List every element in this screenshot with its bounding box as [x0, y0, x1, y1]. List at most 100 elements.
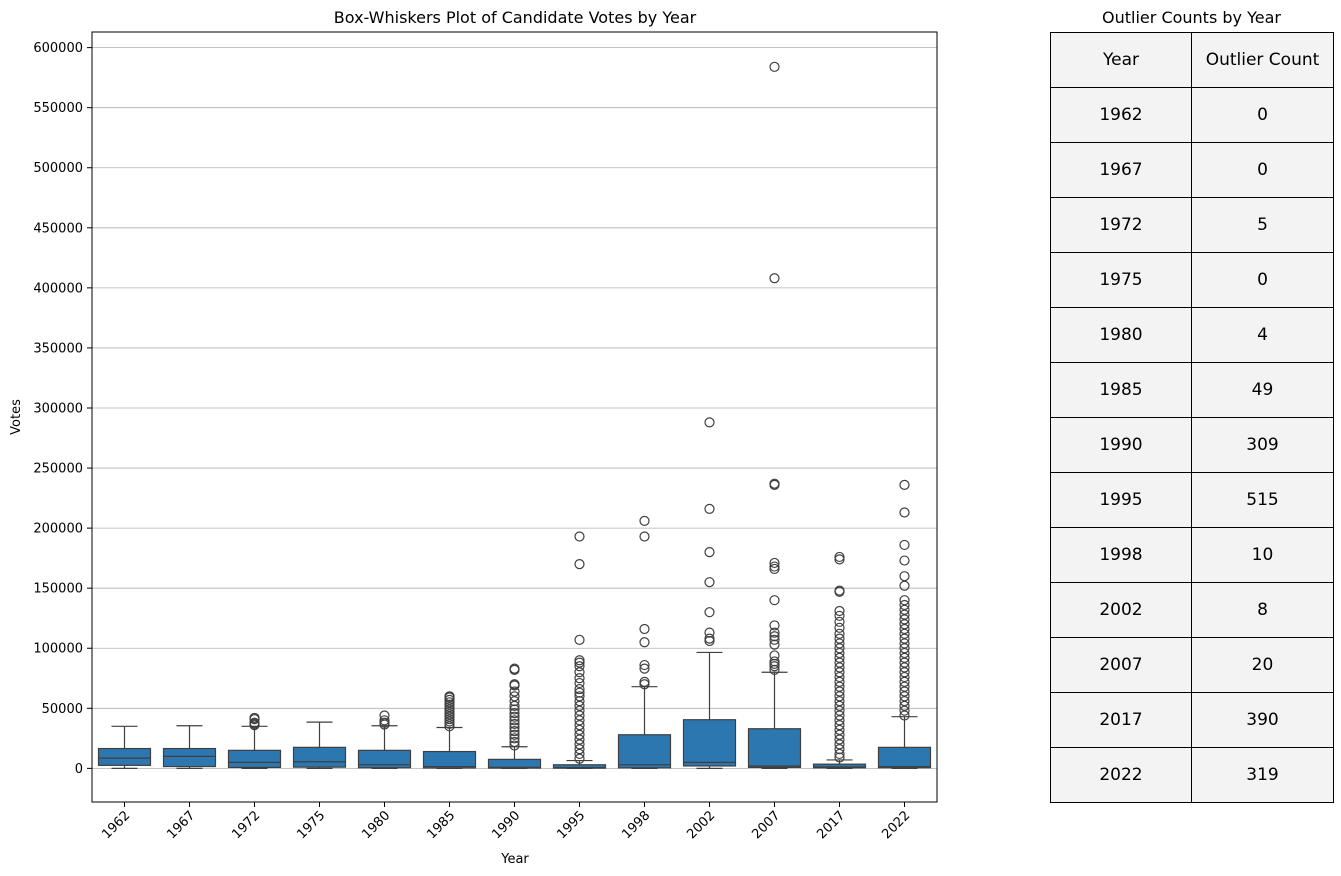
y-tick-label: 0 — [75, 762, 83, 777]
outlier-point — [899, 695, 910, 707]
outlier-point — [769, 631, 780, 642]
outlier-point — [899, 628, 910, 639]
box-2022 — [877, 479, 932, 769]
outlier-point — [834, 734, 845, 745]
outlier-point — [704, 577, 715, 588]
outlier-point — [444, 709, 455, 720]
outlier-count-cell: 20 — [1191, 637, 1334, 693]
outlier-point — [769, 61, 780, 72]
box-2002 — [682, 417, 737, 769]
box-body — [162, 747, 217, 768]
year-cell: 1998 — [1050, 527, 1192, 583]
outlier-point — [509, 722, 520, 733]
outlier-point — [509, 691, 520, 702]
chart-title: Box-Whiskers Plot of Candidate Votes by … — [334, 8, 697, 27]
y-tick-label: 550000 — [33, 101, 83, 116]
table-row: 1995 515 — [1050, 472, 1334, 528]
outlier-point — [834, 647, 845, 659]
outlier-point — [769, 656, 780, 667]
table-row: 1962 0 — [1050, 87, 1334, 143]
outlier-point — [704, 607, 715, 618]
table-row: 1967 0 — [1050, 142, 1334, 198]
table-row: 1972 5 — [1050, 197, 1334, 253]
outlier-point — [769, 595, 780, 606]
outlier-point — [639, 659, 650, 671]
outlier-point — [834, 667, 845, 678]
y-tick-label: 450000 — [33, 221, 83, 236]
outlier-point — [834, 605, 845, 617]
outlier-point — [379, 715, 390, 726]
table-row: 2007 20 — [1050, 637, 1334, 693]
year-cell: 2017 — [1050, 692, 1192, 748]
outlier-point — [834, 622, 845, 633]
outlier-point — [769, 273, 780, 284]
outlier-point — [899, 647, 910, 659]
year-cell: 1985 — [1050, 362, 1192, 418]
y-tick-label: 200000 — [33, 522, 83, 537]
outlier-point — [834, 628, 845, 639]
outlier-count-cell: 0 — [1191, 142, 1334, 198]
outlier-point — [444, 718, 455, 730]
outlier-point — [834, 691, 845, 702]
x-tick-label: 1975 — [294, 808, 328, 842]
outlier-point — [899, 599, 910, 611]
outlier-point — [834, 686, 845, 697]
table-row: 1990 309 — [1050, 417, 1334, 473]
outlier-point — [574, 748, 585, 760]
outlier-point — [899, 619, 910, 630]
box-1972 — [227, 712, 282, 769]
outlier-point — [704, 503, 715, 514]
outlier-point — [899, 686, 910, 697]
outlier-point — [574, 687, 585, 698]
x-tick-label: 1998 — [619, 808, 653, 842]
box-1975 — [292, 721, 347, 769]
outlier-point — [379, 710, 390, 721]
outlier-count-cell: 515 — [1191, 472, 1334, 528]
box-1967 — [162, 725, 217, 769]
boxes-layer — [97, 61, 932, 769]
outlier-point — [834, 715, 845, 726]
outlier-point — [574, 700, 585, 712]
table-title: Outlier Counts by Year — [1102, 8, 1281, 27]
outlier-point — [834, 662, 845, 673]
outlier-point — [899, 609, 910, 620]
outlier-point — [639, 679, 650, 690]
outlier-point — [639, 663, 650, 674]
outlier-point — [834, 705, 845, 716]
outlier-point — [834, 739, 845, 750]
outlier-point — [509, 711, 520, 722]
outlier-point — [769, 627, 780, 638]
outlier-count-cell: 0 — [1191, 252, 1334, 308]
outlier-table: Year Outlier Count 1962 0 1967 0 1972 5 1975 0 1… — [1050, 32, 1334, 803]
outlier-point — [899, 623, 910, 635]
outlier-point — [899, 662, 910, 673]
outlier-point — [704, 633, 715, 644]
outlier-point — [574, 673, 585, 684]
outlier-point — [899, 479, 910, 490]
outlier-point — [899, 657, 910, 668]
outlier-point — [574, 657, 585, 668]
y-tick-label: 500000 — [33, 161, 83, 176]
outlier-point — [509, 715, 520, 726]
outlier-point — [834, 633, 845, 644]
x-tick-label: 1962 — [99, 808, 133, 842]
box-1985 — [422, 691, 477, 769]
outlier-point — [444, 714, 455, 725]
outlier-count-cell: 319 — [1191, 747, 1334, 803]
outlier-point — [574, 667, 585, 678]
outlier-point — [444, 706, 455, 718]
outlier-point — [899, 638, 910, 649]
outlier-point — [704, 547, 715, 558]
x-tick-label: 2022 — [879, 808, 913, 842]
x-tick-label: 1995 — [554, 808, 588, 842]
box-body — [682, 719, 737, 767]
outlier-point — [899, 595, 910, 606]
outlier-point — [574, 634, 585, 645]
x-tick-label: 1985 — [424, 808, 458, 842]
outlier-point — [249, 712, 260, 724]
y-tick-label: 150000 — [33, 582, 83, 597]
outlier-point — [834, 748, 845, 760]
outlier-point — [769, 661, 780, 672]
outlier-point — [899, 571, 910, 582]
outlier-point — [769, 650, 780, 661]
